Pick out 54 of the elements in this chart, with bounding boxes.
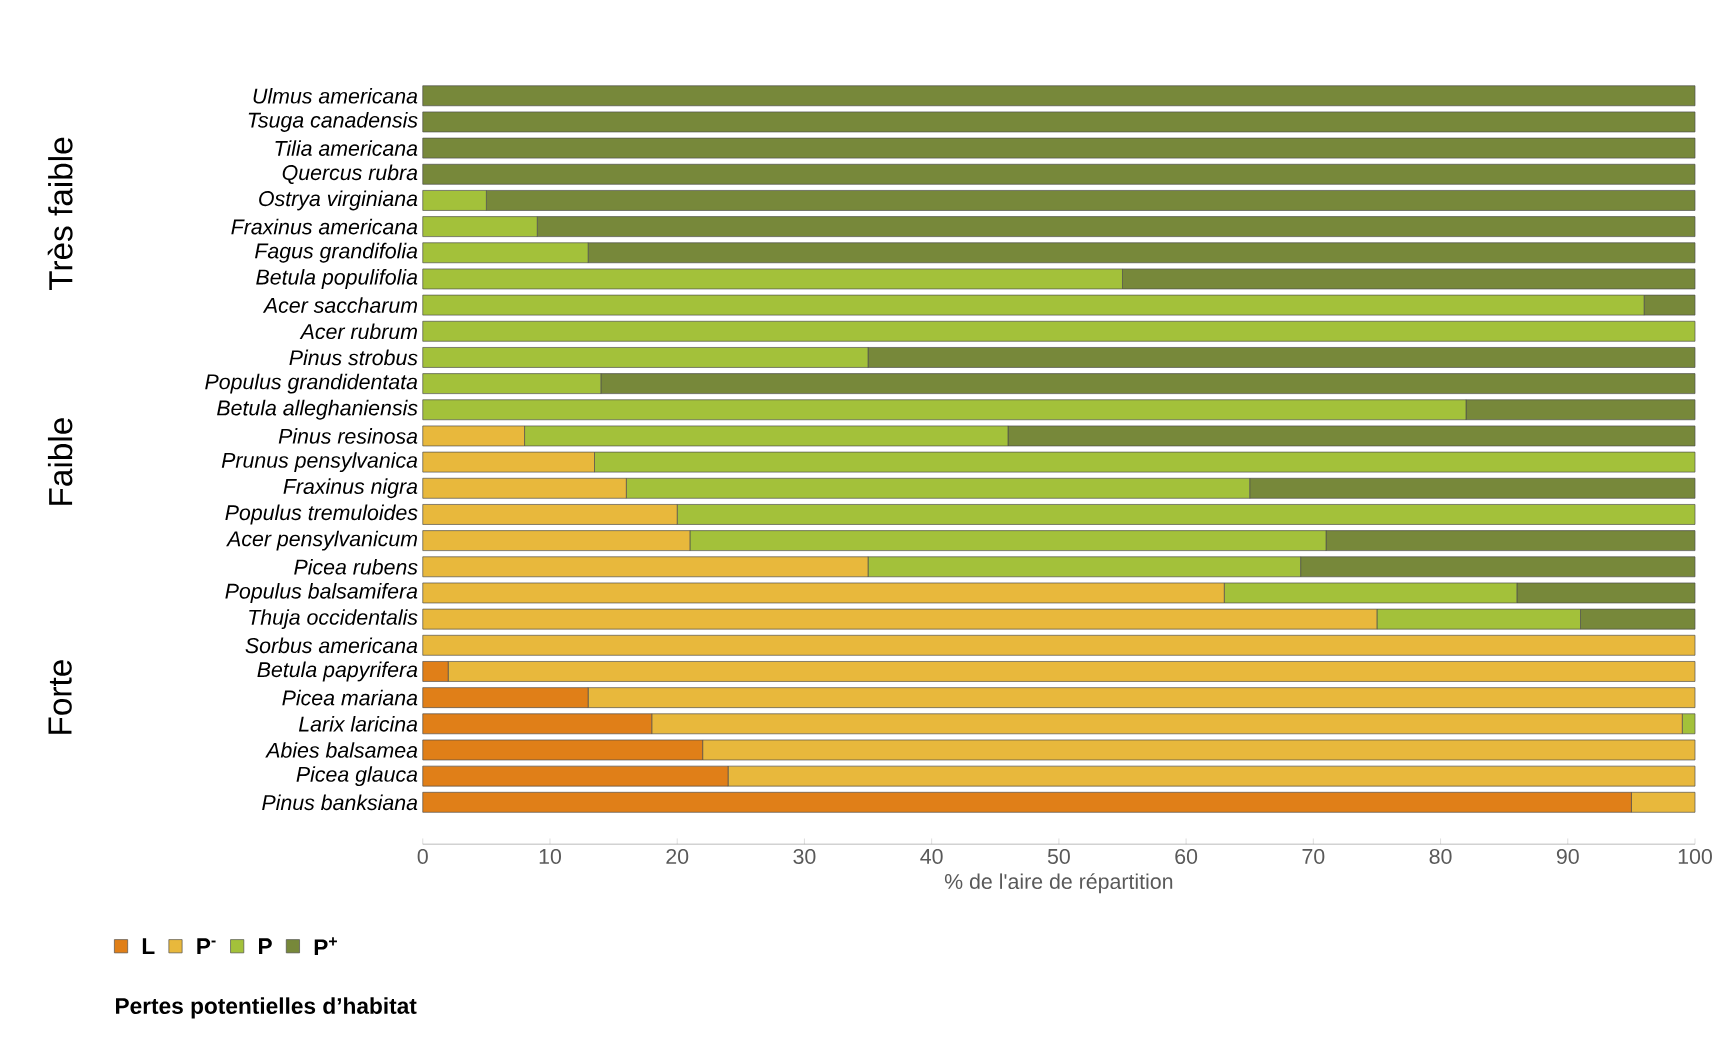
bar [422,137,1696,159]
y-tick-label: Picea rubens [294,559,418,575]
bar [422,635,1696,656]
y-tick-label: Populus grandidentata [205,373,418,394]
legend-label: P$^{-}$ [197,938,216,955]
bar [422,163,1696,185]
y-tick-label: Ulmus americana [253,88,418,104]
x-tick-label: 40 [920,848,943,865]
y-tick-label: Pinus strobus [289,349,418,366]
y-tick-label: Fagus grandifolia [255,242,418,263]
y-tick-label: Acer saccharum [262,297,418,314]
y-tick-label: Betula populifolia [256,269,418,289]
x-tick-label: 70 [1302,848,1325,865]
y-tick-label: Thuja occidentalis [249,609,418,630]
y-tick-label: Pinus resinosa [278,428,418,444]
y-tick-label: Populus tremuloides [225,504,418,525]
bar [422,85,1696,107]
text: Forte [48,660,72,734]
bar [422,111,1696,133]
bar [422,321,1696,342]
y-tick-label: Sorbus americana [245,637,418,654]
y-tick-label: Tsuga canadensis [248,112,418,132]
y-tick-label: Betula papyrifera [257,661,418,682]
y-tick-label: Ostrya virginiana [259,190,418,211]
y-tick-label: Betula alleghaniensis [217,399,418,420]
legend-label: P [259,938,272,955]
y-tick-label: Abies balsamea [265,742,418,758]
legend-label: P$^{+}$ [314,937,337,956]
y-tick-label: Acer pensylvanicum [226,530,417,551]
x-tick-label: 60 [1175,848,1198,865]
x-tick-label: 100 [1678,848,1712,865]
y-tick-label: Picea mariana [282,689,418,706]
legend-label: L [142,938,155,955]
y-tick-label: Larix laricina [298,716,418,732]
y-tick-label: Picea glauca [296,766,418,787]
y-tick-label: Prunus pensylvanica [221,452,418,473]
x-axis-title: % de l'aire de répartition [944,873,1173,894]
y-tick-label: Populus balsamifera [225,583,418,603]
x-tick-label: 30 [793,848,816,865]
x-tick-label: 80 [1429,848,1452,865]
x-tick-label: 0 [417,848,428,865]
text: Faible [47,418,73,505]
y-tick-label: Fraxinus nigra [283,478,418,499]
y-tick-label: Fraxinus americana [231,218,418,235]
y-tick-label: Quercus rubra [282,164,418,185]
text: Très faible [47,137,73,291]
x-tick-label: 20 [666,848,689,865]
x-tick-label: 50 [1047,848,1070,865]
x-tick-label: 10 [539,848,561,865]
y-tick-label: Acer rubrum [299,323,418,340]
x-tick-label: 90 [1556,848,1579,865]
y-tick-label: Pinus banksiana [262,794,418,811]
y-tick-label: Tilia americana [275,140,418,156]
text: Pertes potentielles d’habitat [116,997,417,1019]
